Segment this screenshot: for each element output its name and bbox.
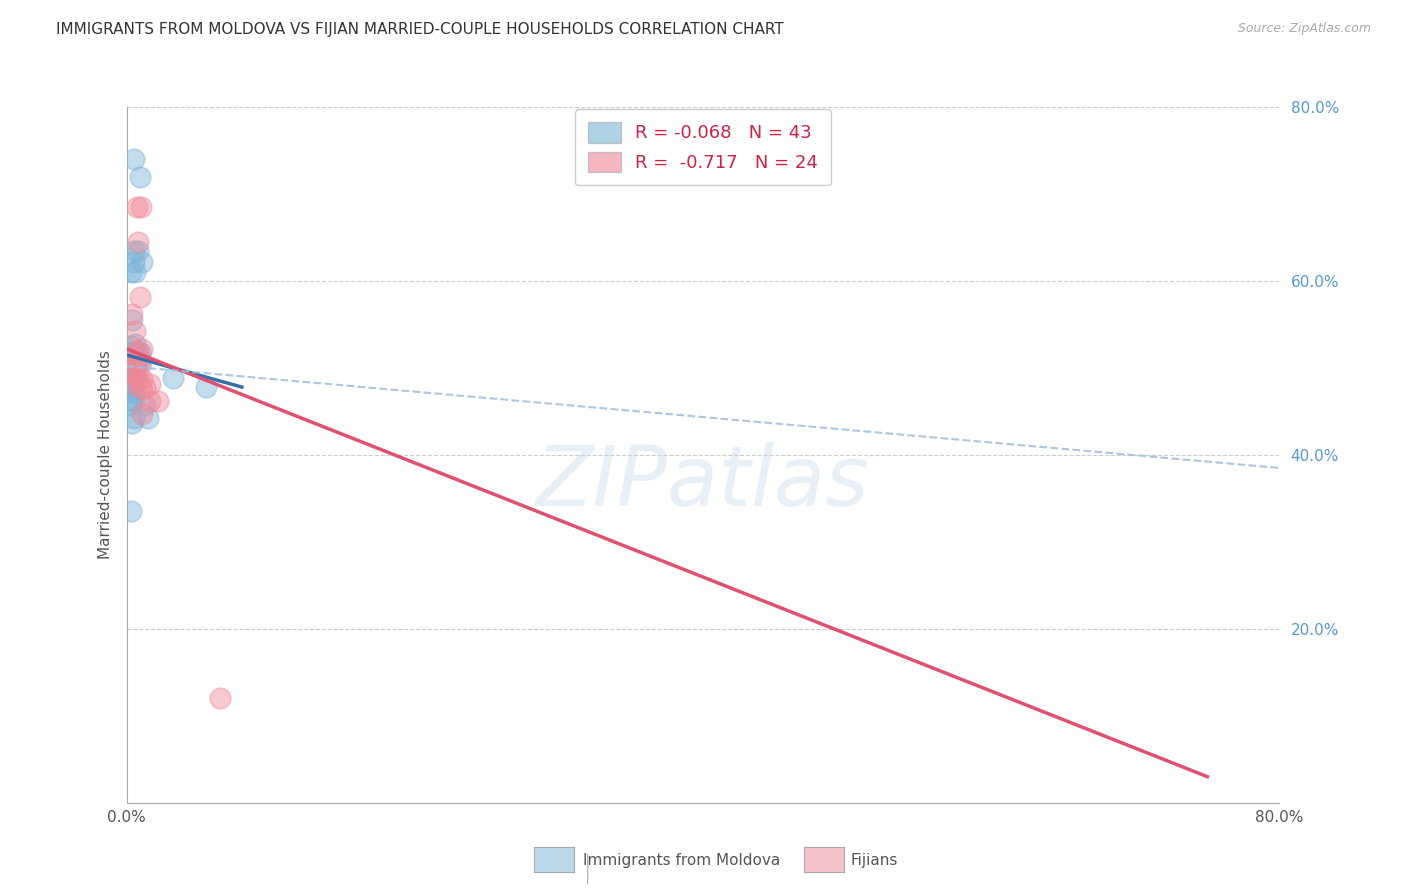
Point bbox=[122, 394, 145, 409]
Point bbox=[121, 363, 143, 377]
Point bbox=[122, 152, 145, 166]
Point bbox=[118, 345, 141, 359]
Point bbox=[121, 359, 143, 374]
Point bbox=[136, 411, 159, 425]
Text: ZIPatlas: ZIPatlas bbox=[536, 442, 870, 524]
Point bbox=[118, 363, 141, 377]
Point bbox=[127, 235, 149, 249]
Point bbox=[121, 363, 143, 377]
Text: Immigrants from Moldova: Immigrants from Moldova bbox=[583, 854, 780, 868]
Point bbox=[124, 265, 146, 279]
Point bbox=[128, 359, 150, 374]
Point bbox=[122, 359, 145, 374]
Point bbox=[120, 504, 142, 518]
Point bbox=[138, 376, 160, 391]
Point bbox=[127, 244, 149, 258]
Point bbox=[120, 359, 142, 374]
Point bbox=[124, 368, 146, 382]
Point bbox=[124, 325, 146, 339]
Point bbox=[124, 385, 146, 400]
Text: Source: ZipAtlas.com: Source: ZipAtlas.com bbox=[1237, 22, 1371, 36]
Point bbox=[124, 354, 146, 368]
Point bbox=[128, 169, 150, 184]
Point bbox=[128, 345, 150, 359]
Point bbox=[118, 359, 141, 374]
Point bbox=[120, 339, 142, 353]
Point bbox=[127, 345, 149, 359]
Point bbox=[121, 307, 143, 321]
Y-axis label: Married-couple Households: Married-couple Households bbox=[97, 351, 112, 559]
Text: IMMIGRANTS FROM MOLDOVA VS FIJIAN MARRIED-COUPLE HOUSEHOLDS CORRELATION CHART: IMMIGRANTS FROM MOLDOVA VS FIJIAN MARRIE… bbox=[56, 22, 785, 37]
Point bbox=[129, 200, 152, 214]
Point bbox=[131, 255, 153, 269]
Point bbox=[121, 394, 143, 409]
Point bbox=[120, 368, 142, 382]
Point bbox=[162, 371, 184, 385]
Text: Fijians: Fijians bbox=[851, 854, 898, 868]
Point bbox=[209, 691, 232, 706]
Point bbox=[131, 372, 153, 386]
Point bbox=[131, 342, 153, 356]
Point bbox=[131, 407, 153, 421]
Point bbox=[124, 336, 146, 351]
Point bbox=[134, 398, 156, 412]
Point bbox=[134, 381, 156, 395]
Point bbox=[120, 398, 142, 412]
Point bbox=[122, 351, 145, 365]
Point bbox=[122, 368, 145, 382]
Point bbox=[194, 380, 217, 394]
Point bbox=[138, 394, 160, 409]
Point bbox=[120, 354, 142, 368]
Point bbox=[148, 394, 170, 409]
Point bbox=[125, 359, 148, 374]
Point bbox=[128, 290, 150, 304]
Point bbox=[121, 416, 143, 430]
Point bbox=[125, 200, 148, 214]
Point bbox=[121, 313, 143, 327]
Point bbox=[120, 265, 142, 279]
Point bbox=[122, 411, 145, 425]
Point bbox=[121, 345, 143, 359]
Point bbox=[121, 376, 143, 391]
Point bbox=[124, 345, 146, 359]
Point bbox=[122, 244, 145, 258]
Point bbox=[125, 355, 148, 369]
Point bbox=[124, 359, 146, 374]
Point bbox=[120, 385, 142, 400]
Point bbox=[125, 345, 148, 359]
Point bbox=[129, 381, 152, 395]
Point bbox=[122, 255, 145, 269]
Point bbox=[127, 372, 149, 386]
Point bbox=[122, 354, 145, 368]
Legend: R = -0.068   N = 43, R =  -0.717   N = 24: R = -0.068 N = 43, R = -0.717 N = 24 bbox=[575, 109, 831, 186]
Point bbox=[129, 354, 152, 368]
Point bbox=[122, 376, 145, 391]
Point bbox=[118, 376, 141, 391]
